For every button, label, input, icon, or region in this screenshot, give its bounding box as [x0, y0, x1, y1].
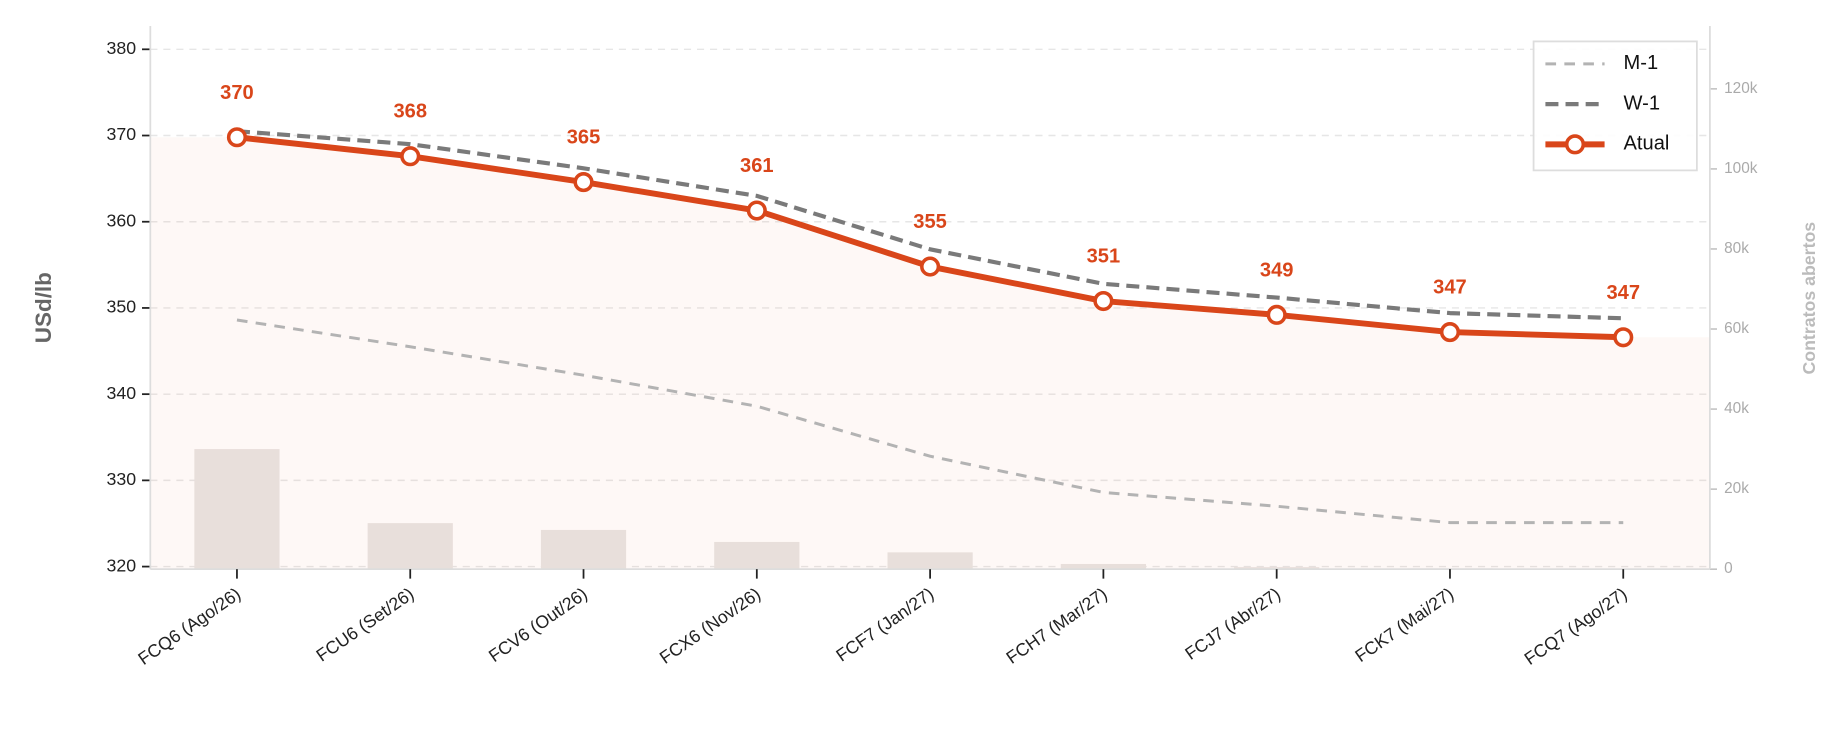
y2-tick-label: 60k: [1724, 320, 1749, 337]
bar: [1060, 563, 1146, 570]
x-tick-label: FCU6 (Set/26): [312, 584, 417, 666]
y-tick-label: 320: [107, 555, 137, 575]
legend-label: M-1: [1624, 52, 1659, 74]
y-tick-label: 370: [107, 124, 137, 144]
x-tick-label: FCX6 (Nov/26): [656, 584, 764, 668]
data-label: 361: [740, 155, 774, 177]
x-tick-label: FCQ6 (Ago/26): [134, 584, 244, 669]
x-tick-label: FCQ7 (Ago/27): [1521, 584, 1631, 669]
bar: [887, 552, 973, 570]
point: [746, 200, 767, 221]
series-line: [236, 129, 1624, 321]
bar: [714, 541, 800, 570]
data-label: 347: [1606, 282, 1640, 304]
bar: [194, 449, 280, 570]
point: [920, 256, 941, 277]
y-tick-label: 340: [107, 383, 137, 403]
data-label: 365: [567, 127, 601, 149]
legend-label: W-1: [1624, 92, 1660, 114]
legend-marker: [1564, 134, 1586, 155]
y-tick-label: 330: [107, 469, 137, 489]
y2-axis-label: Contratos abertos: [1799, 222, 1819, 375]
point: [1439, 322, 1461, 343]
data-label: 370: [220, 82, 254, 104]
x-tick-label: FCK7 (Mai/27): [1351, 584, 1457, 667]
y-tick-label: 380: [107, 38, 137, 58]
legend: M-1 W-1 Atual: [1532, 40, 1698, 172]
y-tick-label: 350: [107, 297, 137, 317]
y2-tick-label: 120k: [1724, 80, 1758, 97]
legend-box: [1532, 40, 1698, 172]
y-tick-label: 360: [107, 210, 137, 230]
point: [400, 146, 421, 167]
area-fill: [150, 137, 1710, 570]
data-label: 347: [1433, 277, 1467, 299]
point: [1266, 304, 1287, 325]
x-tick-label: FCF7 (Jan/27): [832, 584, 937, 666]
point: [573, 172, 594, 193]
point: [226, 127, 248, 148]
x-tick-label: FCH7 (Mar/27): [1002, 584, 1110, 668]
bar: [1234, 567, 1320, 570]
data-label: 349: [1260, 259, 1294, 281]
y2-tick-label: 100k: [1724, 160, 1758, 177]
bar: [367, 523, 453, 570]
y2-tick-label: 20k: [1724, 480, 1749, 497]
x-tick-label: FCJ7 (Abr/27): [1181, 584, 1284, 664]
data-label: 351: [1087, 246, 1121, 268]
point: [1093, 290, 1114, 312]
y2-tick-label: 80k: [1724, 240, 1749, 257]
x-tick-label: FCV6 (Out/26): [485, 584, 591, 667]
y-axis-label: USd/lb: [31, 272, 56, 343]
data-label: 355: [913, 211, 947, 233]
bar: [540, 529, 627, 570]
series-line: [236, 318, 1624, 525]
y2-tick-label: 0: [1724, 560, 1733, 577]
point: [1613, 327, 1634, 348]
data-label: 368: [393, 101, 427, 123]
y2-tick-label: 40k: [1724, 400, 1749, 417]
legend-label: Atual: [1624, 133, 1670, 155]
